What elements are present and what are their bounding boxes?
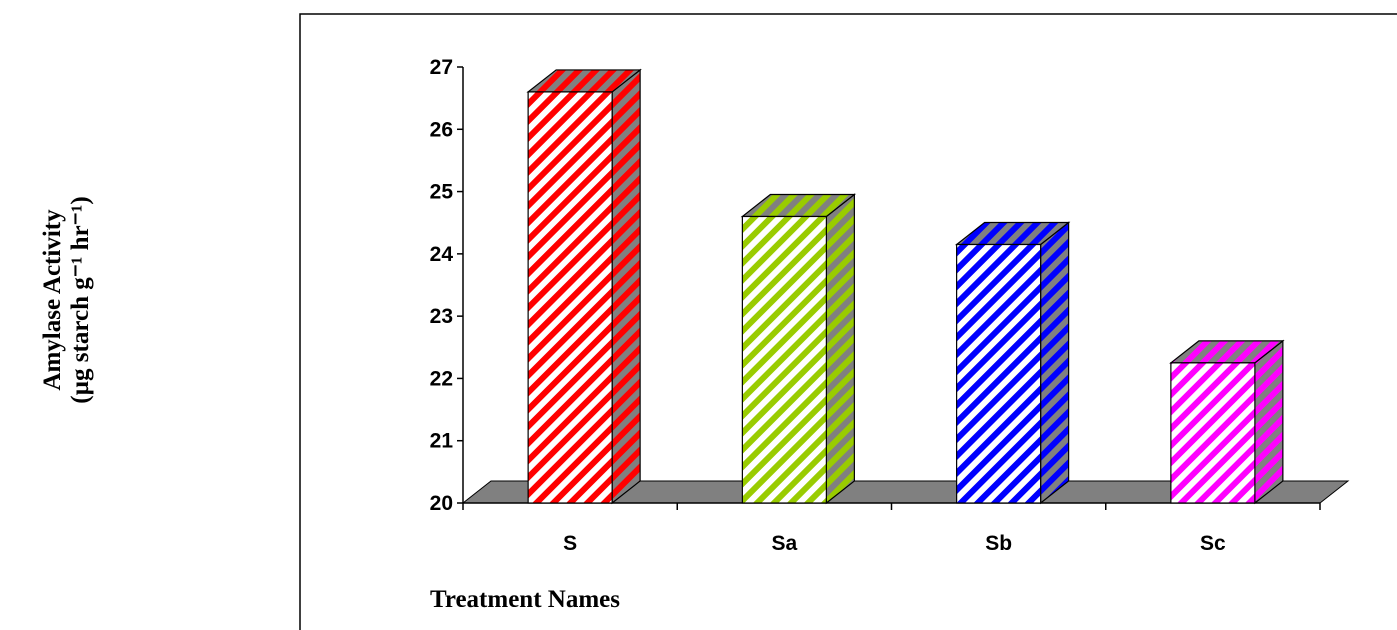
y-label-line: Amylase Activity <box>39 209 66 391</box>
y-tick-label: 27 <box>430 56 453 79</box>
y-tick-label: 21 <box>430 430 454 453</box>
y-tick-label: 26 <box>430 118 453 141</box>
bar-side <box>1040 221 1070 505</box>
bar <box>956 243 1042 504</box>
bar <box>741 215 827 504</box>
x-axis-title: Treatment Names <box>430 586 620 613</box>
x-tick-label: Sc <box>1200 532 1226 555</box>
bar-side <box>825 193 855 505</box>
y-tick-label: 22 <box>430 367 453 390</box>
x-tick-label: Sb <box>985 532 1012 555</box>
bar <box>527 91 613 504</box>
y-tick-label: 25 <box>430 181 454 204</box>
chart-frame <box>299 13 1397 630</box>
y-tick-label: 23 <box>430 305 453 328</box>
x-tick-label: Sa <box>772 532 798 555</box>
y-axis-title: Amylase Activity (µg starch g⁻¹ hr⁻¹) <box>39 196 94 403</box>
y-label-line: (µg starch g⁻¹ hr⁻¹) <box>67 196 94 403</box>
y-tick-label: 20 <box>430 492 453 515</box>
bar <box>1170 362 1256 504</box>
y-tick-label: 24 <box>430 243 454 266</box>
x-tick-label: S <box>563 532 577 555</box>
bar-side <box>611 68 641 505</box>
bar-side <box>1254 339 1284 505</box>
